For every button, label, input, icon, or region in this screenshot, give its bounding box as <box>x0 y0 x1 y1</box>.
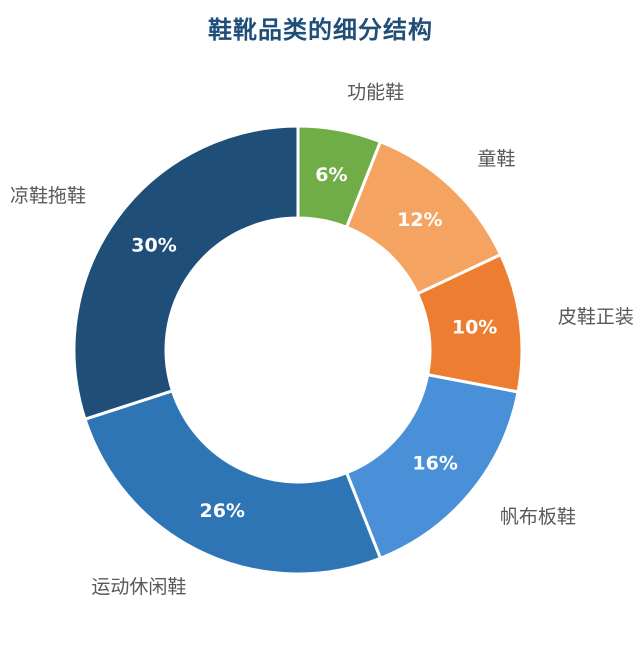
slice-5 <box>72 124 300 422</box>
slice-3 <box>344 372 520 561</box>
category-label-0: 功能鞋 <box>347 82 404 104</box>
pct-label-1: 12% <box>397 209 442 231</box>
pct-label-3: 16% <box>412 452 457 474</box>
category-label-5: 凉鞋拖鞋 <box>10 185 86 207</box>
pct-label-2: 10% <box>452 317 497 339</box>
category-label-3: 帆布板鞋 <box>500 506 576 528</box>
pct-label-4: 26% <box>199 500 244 522</box>
pct-label-5: 30% <box>131 234 176 256</box>
slice-4 <box>83 388 383 576</box>
pct-label-0: 6% <box>315 164 347 186</box>
chart-title: 鞋靴品类的细分结构 <box>208 16 433 44</box>
category-label-2: 皮鞋正装 <box>558 306 634 328</box>
category-label-1: 童鞋 <box>477 148 515 170</box>
category-label-4: 运动休闲鞋 <box>91 576 186 598</box>
